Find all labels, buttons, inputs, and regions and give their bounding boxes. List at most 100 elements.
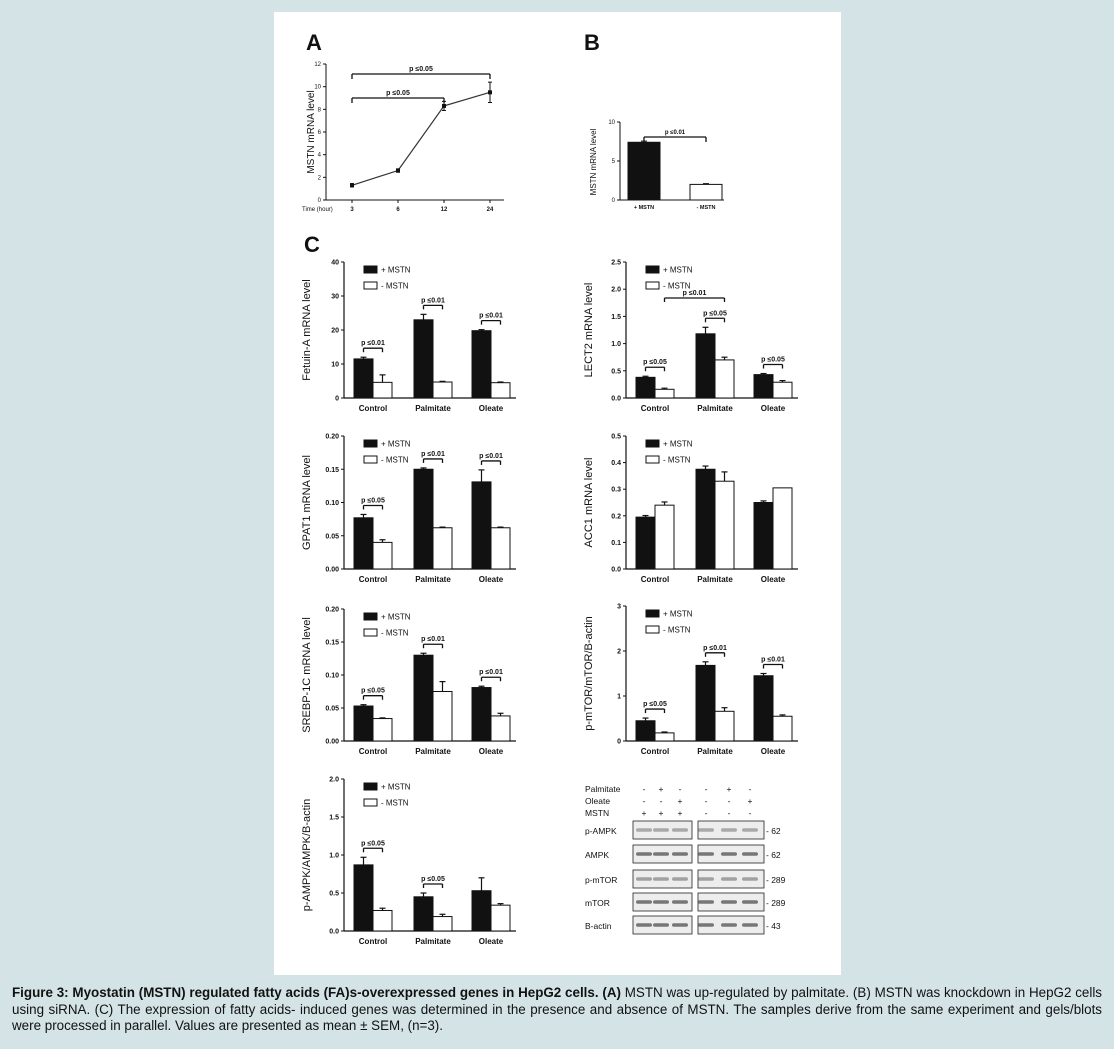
y-axis-title: GPAT1 mRNA level (301, 455, 313, 550)
y-tick-label: 0 (335, 396, 339, 403)
legend-label: + MSTN (381, 440, 411, 449)
bar (471, 481, 492, 570)
series-line (351, 91, 491, 186)
figure-panel: A B C 0 2 4 6 8 10 12 MSTN mRNA level Time (hour… (274, 12, 841, 975)
blot-sign: - (660, 796, 663, 806)
legend-swatch (363, 455, 378, 464)
bar (490, 715, 511, 742)
blot-sign: - (643, 784, 646, 794)
p-value-label: p ≤0.01 (361, 340, 385, 347)
x-tick-label: 3 (350, 207, 354, 213)
panel-letter-c: C (304, 232, 320, 257)
p-value-label: p ≤0.01 (479, 313, 503, 320)
y-tick-label: 0.0 (611, 396, 621, 403)
legend-label: + MSTN (381, 266, 411, 275)
y-tick-label: 4 (318, 153, 322, 159)
blot-band (698, 900, 714, 904)
x-tick-label: Control (359, 937, 387, 946)
x-tick-label: Oleate (479, 937, 504, 946)
y-tick-label: 6 (318, 130, 322, 136)
x-tick-label: Control (641, 747, 669, 756)
blot-sign: + (659, 784, 664, 794)
y-tick-label: 20 (331, 328, 339, 335)
x-tick-label: Control (359, 575, 387, 584)
legend-label: - MSTN (663, 456, 691, 465)
blot-band (721, 877, 737, 881)
blot-sign: - (749, 808, 752, 818)
chart-pampk: 0.0 0.5 1.0 1.5 2.0 p-AMPK/AMPK/B-actin + MSTN… (301, 777, 516, 946)
y-tick-label: 8 (318, 107, 322, 113)
legend-swatch (645, 281, 660, 290)
blot-band (672, 877, 688, 881)
y-tick-label: 2 (318, 175, 322, 181)
x-tick-label: Palmitate (697, 747, 733, 756)
blot-kda-label: - 62 (766, 826, 781, 836)
blot-band (636, 877, 652, 881)
x-tick-label: Oleate (761, 404, 786, 413)
y-tick-label: 10 (314, 85, 321, 91)
bar (695, 333, 716, 399)
bar (627, 141, 661, 201)
y-tick-label: 0.0 (329, 929, 339, 936)
x-tick-label: Control (359, 404, 387, 413)
y-tick-label: 2.5 (611, 260, 621, 267)
p-value-label: p ≤0.01 (683, 290, 707, 297)
x-tick-label: Oleate (479, 575, 504, 584)
blot-band (721, 900, 737, 904)
x-tick-label: Palmitate (415, 575, 451, 584)
legend-label: + MSTN (663, 266, 693, 275)
bar (772, 715, 793, 742)
blot-band (698, 923, 714, 927)
bar (353, 358, 374, 399)
blot-kda-label: - 289 (766, 898, 786, 908)
y-tick-label: 0.2 (611, 513, 621, 520)
y-tick-label: 0.05 (325, 533, 339, 540)
p-value-label: p ≤0.05 (703, 310, 727, 317)
legend-swatch (363, 612, 378, 621)
bar (654, 732, 675, 742)
p-value-label: p ≤0.01 (421, 297, 445, 304)
p-value-label: p ≤0.01 (421, 636, 445, 643)
blot-band (653, 900, 669, 904)
legend-swatch (363, 281, 378, 290)
legend-label: - MSTN (663, 626, 691, 635)
blot-membrane (632, 869, 693, 889)
bar (372, 718, 393, 742)
x-tick-label: 12 (441, 207, 448, 213)
x-tick-label: Palmitate (415, 404, 451, 413)
caption-text: MSTN was up-regulated by palmitate. (B) … (12, 985, 1102, 1033)
legend-label: + MSTN (663, 610, 693, 619)
legend-label: - MSTN (663, 282, 691, 291)
bar (471, 890, 492, 932)
y-tick-label: 1.5 (611, 314, 621, 321)
bar (471, 687, 492, 742)
y-tick-label: 1.5 (329, 815, 339, 822)
bar (372, 909, 393, 932)
bar (413, 319, 434, 399)
bar (413, 654, 434, 742)
chart-pmtor: 0 1 2 3 p-mTOR/mTOR/B-actin + MSTN - MSTN Contr… (583, 604, 798, 756)
bar (753, 675, 774, 742)
legend-swatch (645, 439, 660, 448)
y-tick-label: 0.15 (325, 467, 339, 474)
x-tick-label: Oleate (761, 747, 786, 756)
y-axis-title: Fetuin-A mRNA level (301, 279, 313, 380)
bar (772, 381, 793, 399)
y-axis-title: ACC1 mRNA level (583, 458, 595, 548)
x-tick-label: Oleate (761, 575, 786, 584)
x-tick-label: Oleate (479, 404, 504, 413)
chart-b: 0 5 10 MSTN mRNA level + MSTN - MSTN p ≤0.01 (589, 120, 724, 211)
bar (695, 664, 716, 742)
bar (353, 517, 374, 570)
blot-sign: + (642, 808, 647, 818)
y-axis-title: MSTN mRNA level (589, 128, 598, 195)
blot-band (636, 923, 652, 927)
y-tick-label: 2.0 (329, 777, 339, 784)
legend-swatch (645, 625, 660, 634)
legend-label: - MSTN (381, 629, 409, 638)
legend-label: + MSTN (381, 783, 411, 792)
legend-label: + MSTN (381, 613, 411, 622)
blot-band-label: AMPK (585, 850, 609, 860)
p-value-label: p ≤0.01 (421, 451, 445, 458)
blot-band (636, 900, 652, 904)
